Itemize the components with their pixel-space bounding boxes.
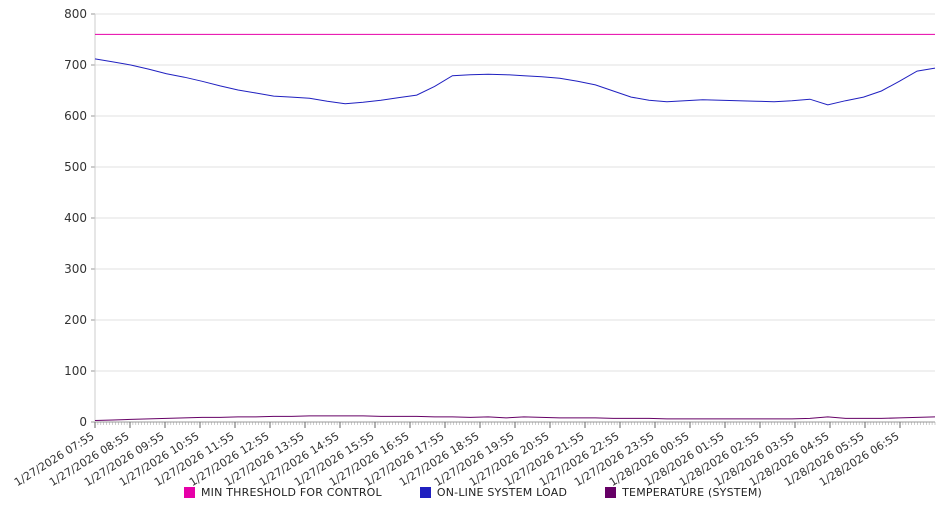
y-tick-label: 100 [64,364,87,378]
y-tick-label: 600 [64,109,87,123]
y-tick-label: 500 [64,160,87,174]
y-tick-label: 300 [64,262,87,276]
legend-label: TEMPERATURE (SYSTEM) [622,486,763,499]
legend-label: MIN THRESHOLD FOR CONTROL [200,486,382,499]
y-tick-label: 200 [64,313,87,327]
legend-label: ON-LINE SYSTEM LOAD [436,486,568,499]
legend-item: MIN THRESHOLD FOR CONTROL [183,486,382,499]
y-tick-label: 800 [64,7,87,21]
legend-swatch-icon [183,487,195,498]
series-line-1 [94,58,936,106]
legend-swatch-icon [419,487,431,498]
y-tick-label: 400 [64,211,87,225]
legend-item: TEMPERATURE (SYSTEM) [605,486,762,499]
chart-legend: MIN THRESHOLD FOR CONTROL ON-LINE SYSTEM … [0,486,946,499]
y-tick-label: 0 [79,415,87,429]
y-tick-label: 700 [64,58,87,72]
series-line-2 [94,415,936,421]
legend-item: ON-LINE SYSTEM LOAD [419,486,568,499]
legend-swatch-icon [605,487,617,498]
